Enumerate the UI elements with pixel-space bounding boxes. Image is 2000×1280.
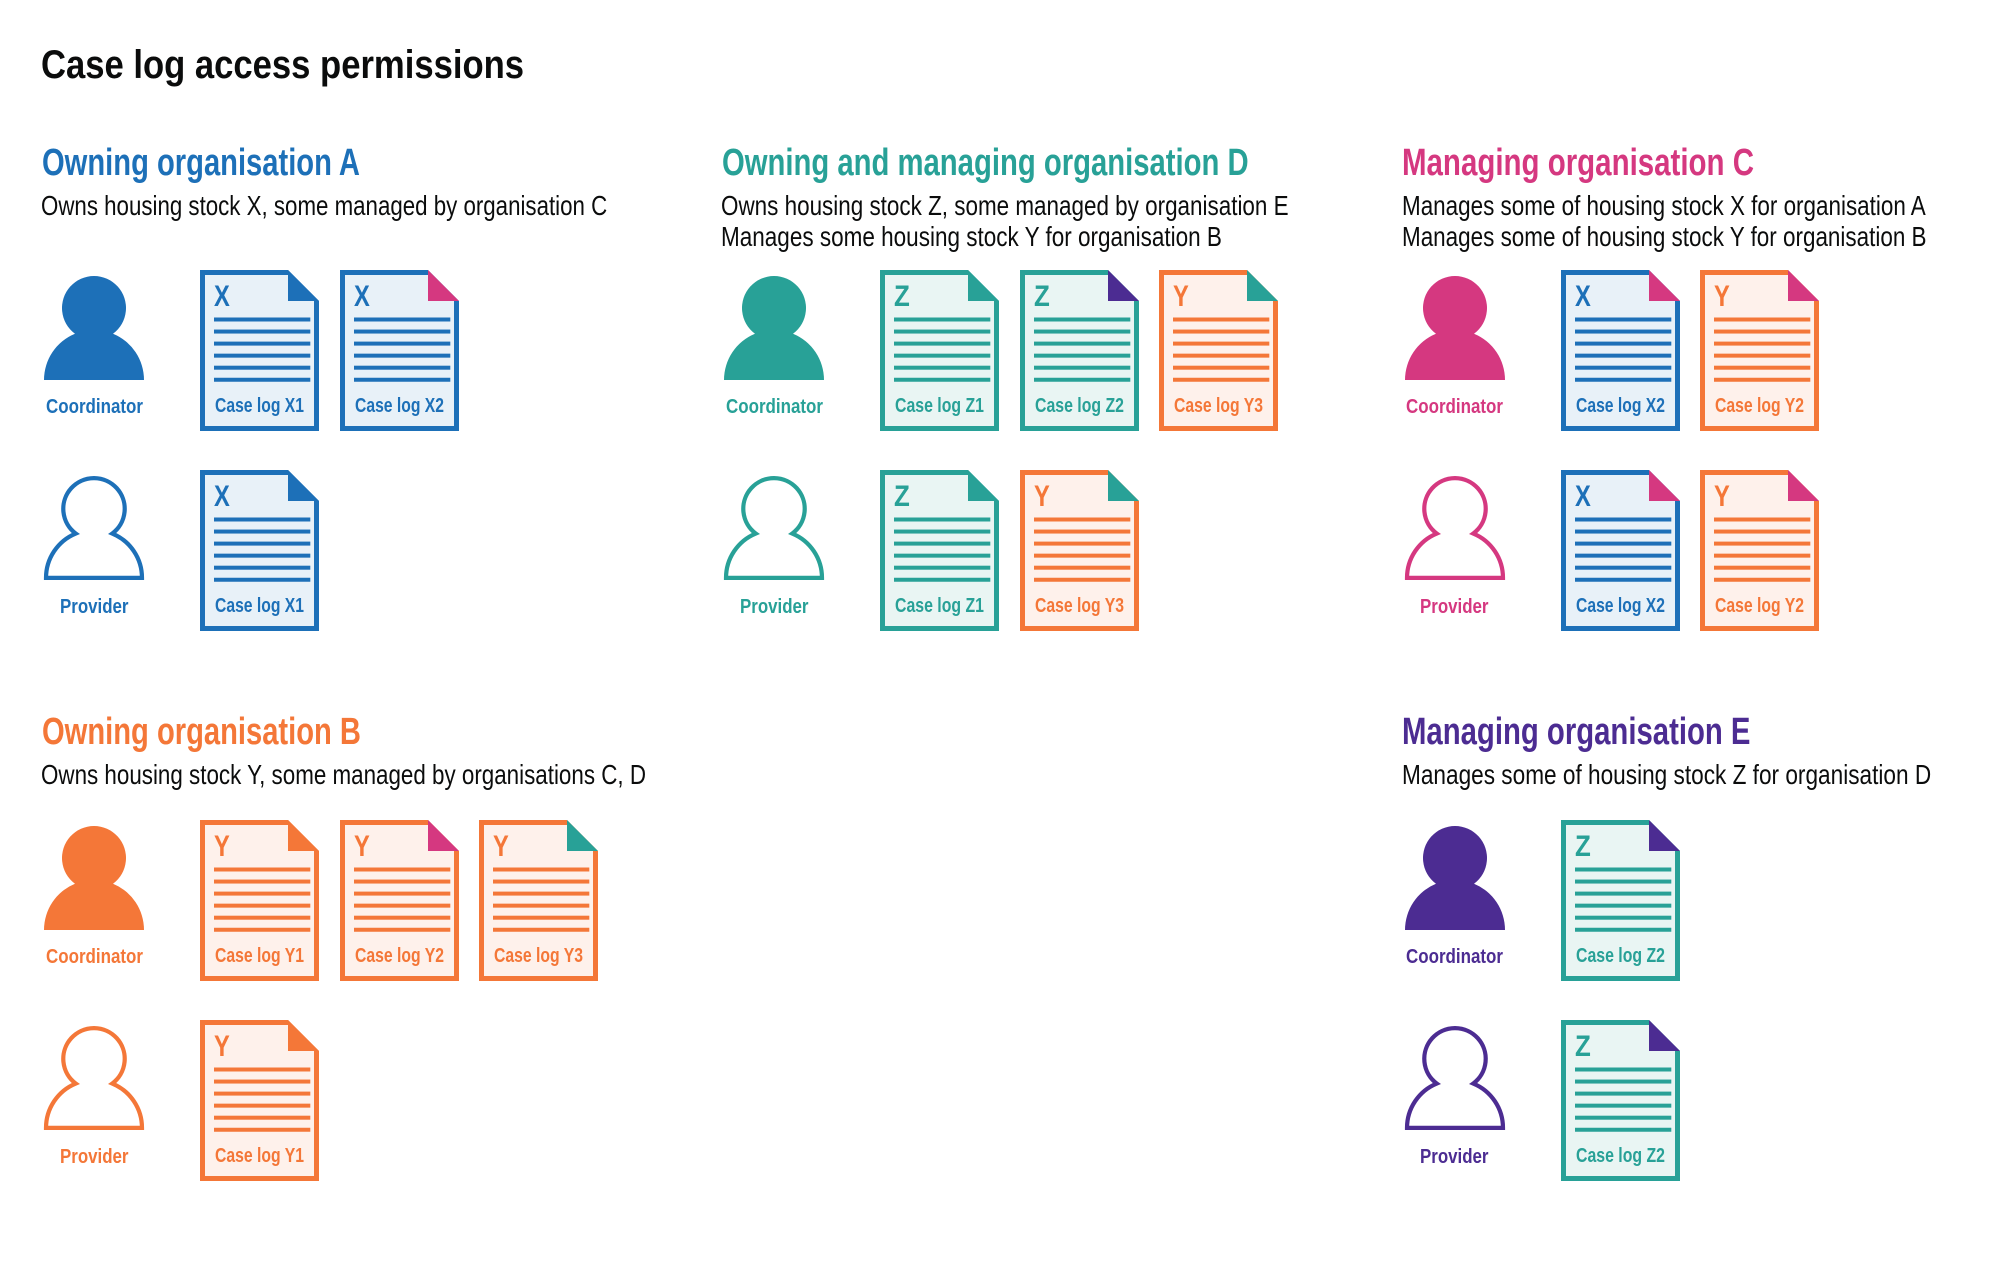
- svg-text:Case log X1: Case log X1: [215, 394, 304, 416]
- svg-text:Case log X1: Case log X1: [215, 594, 304, 616]
- svg-text:Y: Y: [214, 830, 230, 863]
- svg-text:Y: Y: [353, 830, 369, 863]
- svg-text:X: X: [214, 280, 230, 313]
- svg-text:X: X: [1574, 280, 1590, 313]
- svg-text:X: X: [1574, 480, 1590, 513]
- svg-text:Case log Z1: Case log Z1: [895, 394, 984, 416]
- svg-text:Y: Y: [493, 830, 509, 863]
- svg-text:Case log X2: Case log X2: [1576, 594, 1665, 616]
- svg-text:Case log Z1: Case log Z1: [895, 594, 984, 616]
- svg-text:Z: Z: [1575, 1030, 1591, 1063]
- svg-text:Case log Z2: Case log Z2: [1576, 1144, 1665, 1166]
- svg-text:Case log Y1: Case log Y1: [215, 944, 304, 966]
- svg-text:Y: Y: [1714, 480, 1730, 513]
- svg-text:Case log Y1: Case log Y1: [215, 1144, 304, 1166]
- svg-text:Case log X2: Case log X2: [1576, 394, 1665, 416]
- svg-text:Y: Y: [1033, 480, 1049, 513]
- svg-text:Case log Y3: Case log Y3: [1174, 394, 1263, 416]
- svg-text:Case log Y2: Case log Y2: [1715, 394, 1804, 416]
- svg-text:Case log X2: Case log X2: [355, 394, 444, 416]
- svg-text:Case log Y3: Case log Y3: [494, 944, 583, 966]
- svg-text:Z: Z: [1575, 830, 1591, 863]
- svg-text:Case log Y2: Case log Y2: [355, 944, 444, 966]
- svg-text:Y: Y: [1714, 280, 1730, 313]
- svg-text:X: X: [214, 480, 230, 513]
- svg-text:Z: Z: [894, 480, 910, 513]
- svg-text:Y: Y: [1173, 280, 1189, 313]
- svg-text:Case log Y3: Case log Y3: [1035, 594, 1124, 616]
- svg-text:Case log Z2: Case log Z2: [1035, 394, 1124, 416]
- svg-text:Z: Z: [894, 280, 910, 313]
- svg-text:Y: Y: [214, 1030, 230, 1063]
- svg-text:Case log Z2: Case log Z2: [1576, 944, 1665, 966]
- svg-text:X: X: [353, 280, 369, 313]
- svg-text:Z: Z: [1034, 280, 1050, 313]
- svg-text:Case log Y2: Case log Y2: [1715, 594, 1804, 616]
